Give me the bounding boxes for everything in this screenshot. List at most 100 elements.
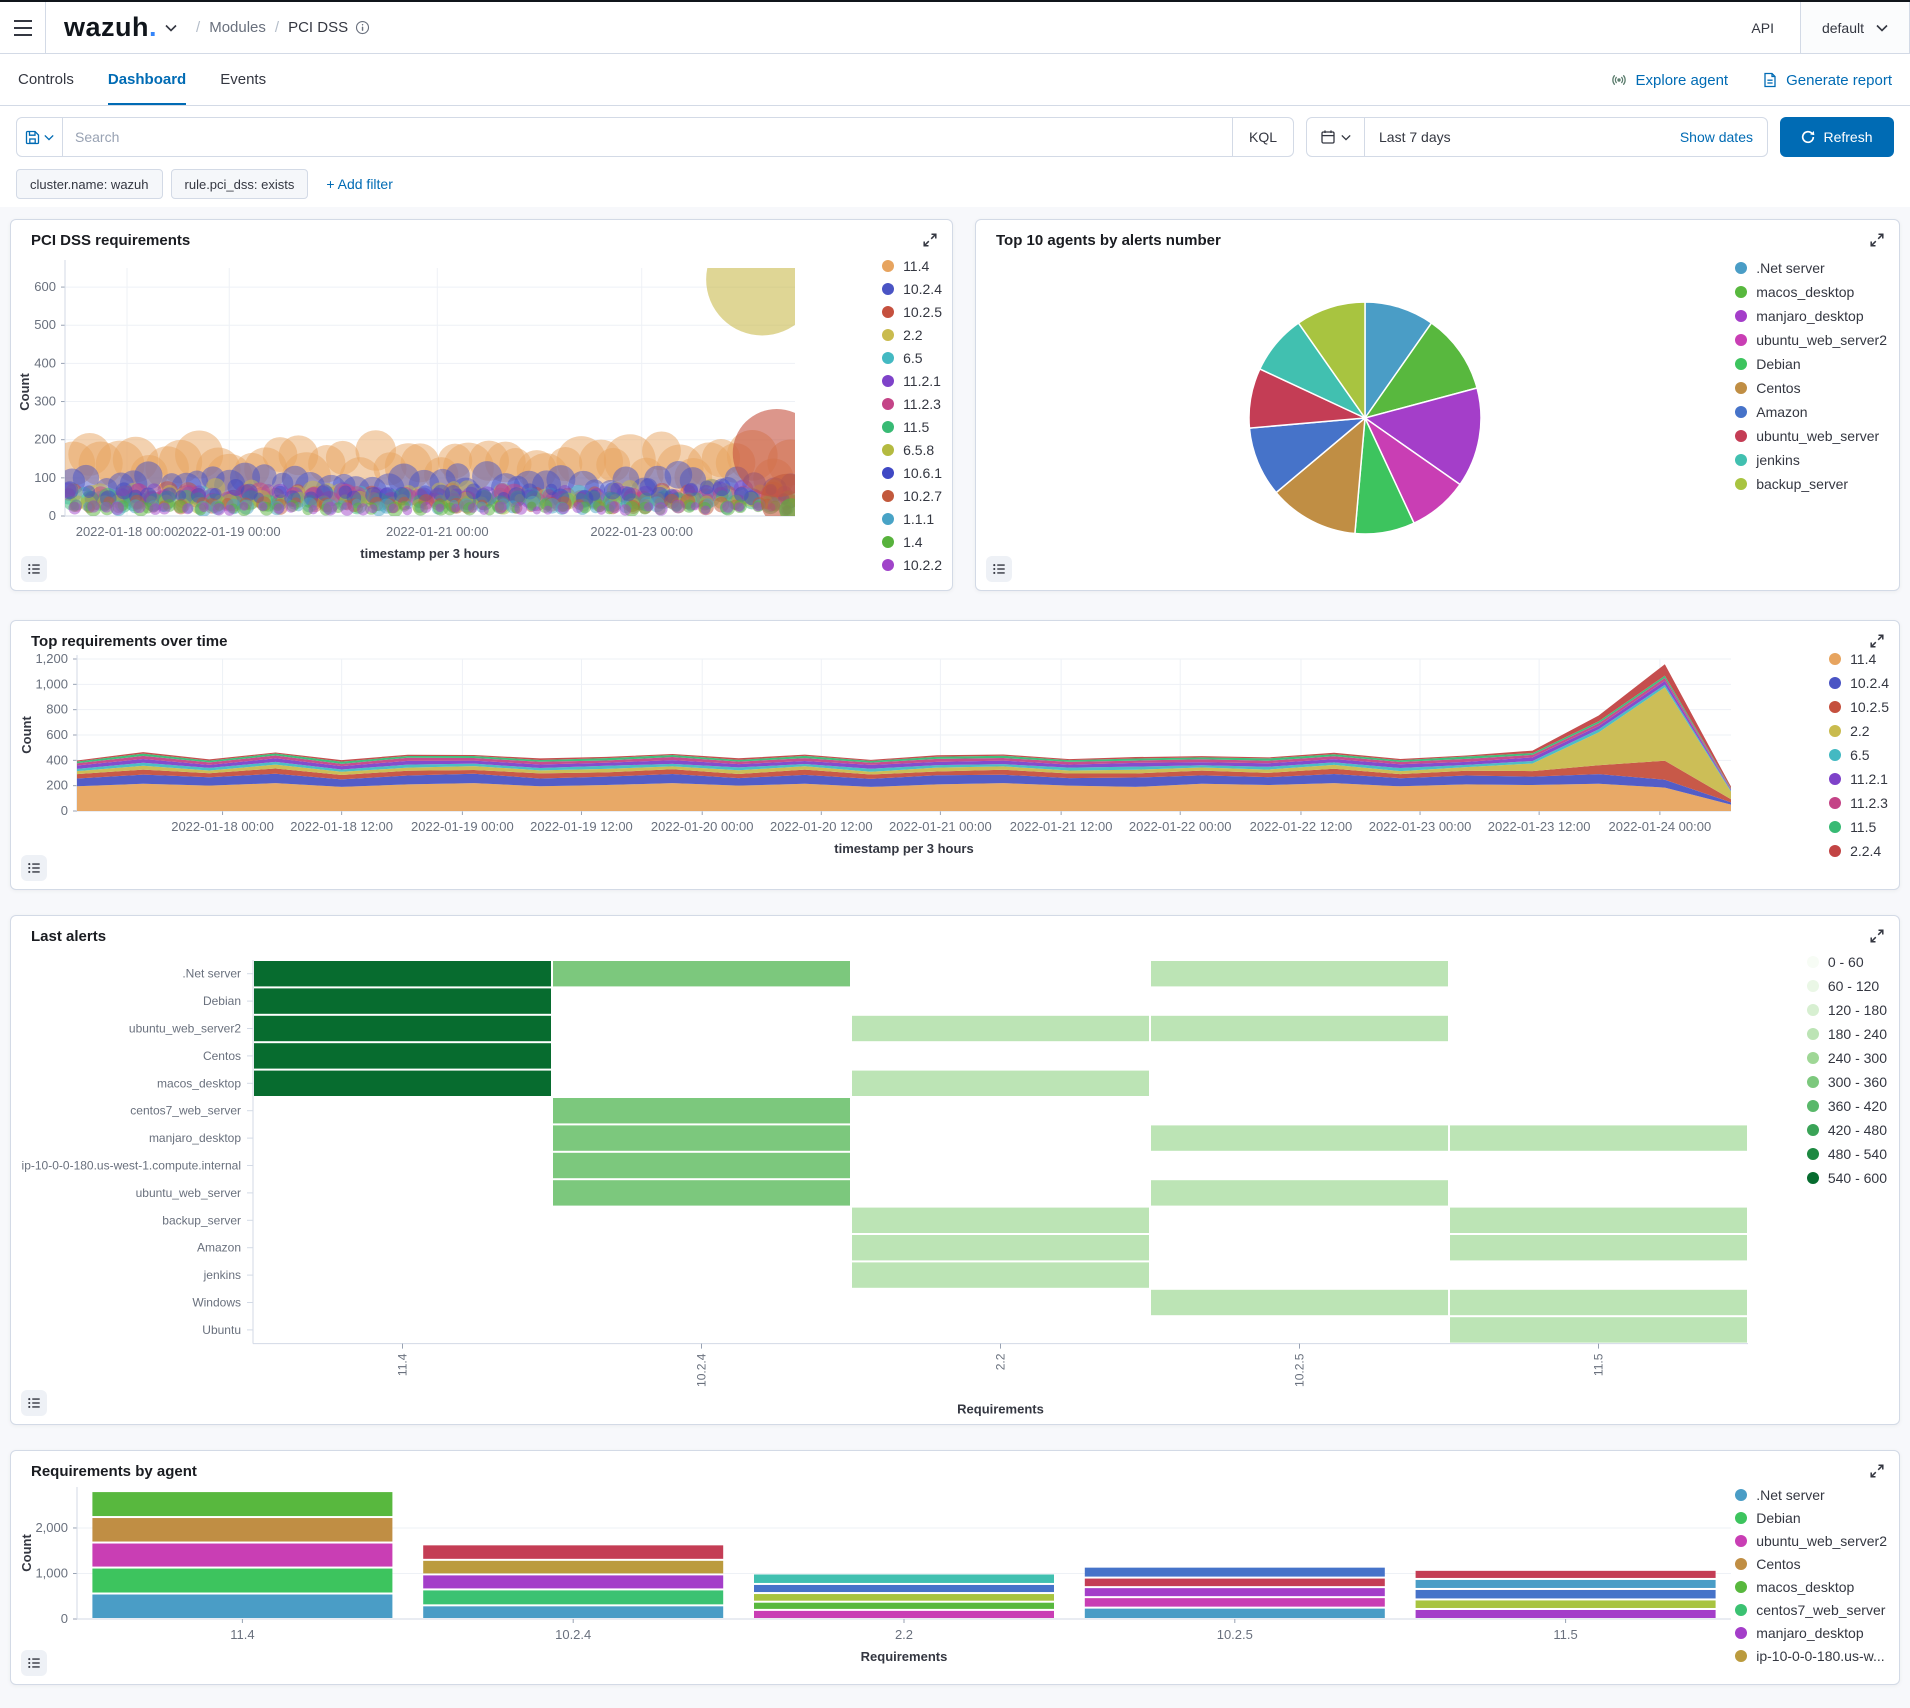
bar-segment[interactable] — [92, 1568, 393, 1593]
tab-events[interactable]: Events — [220, 70, 267, 88]
bar-segment[interactable] — [423, 1590, 724, 1605]
bubble[interactable] — [507, 487, 526, 505]
bar-segment[interactable] — [1415, 1609, 1716, 1618]
bar-segment[interactable] — [423, 1560, 724, 1574]
heat-cell[interactable] — [1151, 1180, 1448, 1206]
refresh-button[interactable]: Refresh — [1780, 117, 1894, 157]
bubble[interactable] — [61, 481, 79, 500]
bubble[interactable] — [444, 485, 462, 503]
saved-query-button[interactable] — [17, 118, 63, 156]
legend-item[interactable]: 10.2.7 — [882, 484, 942, 507]
heat-cell[interactable] — [852, 1070, 1149, 1096]
bubble[interactable] — [684, 482, 699, 497]
expand-panel-icon[interactable] — [1869, 1463, 1887, 1481]
time-range-value[interactable]: Last 7 days — [1379, 129, 1451, 145]
heat-cell[interactable] — [553, 961, 850, 987]
bubble[interactable] — [475, 488, 492, 504]
bar-segment[interactable] — [1084, 1598, 1385, 1607]
legend-item[interactable]: 480 - 540 — [1806, 1142, 1887, 1166]
panel-options-button[interactable] — [21, 1390, 47, 1416]
heat-cell[interactable] — [1450, 1289, 1747, 1316]
bubble[interactable] — [149, 503, 162, 515]
bubble[interactable] — [420, 501, 432, 513]
filter-pill-cluster[interactable]: cluster.name: wazuh — [16, 169, 163, 199]
legend-item[interactable]: centos7_web_server — [1735, 1598, 1887, 1621]
legend-item[interactable]: 10.2.5 — [1829, 695, 1889, 719]
panel-options-button[interactable] — [21, 1650, 47, 1676]
legend-item[interactable]: 11.4 — [1829, 647, 1889, 671]
legend-item[interactable]: 360 - 420 — [1806, 1094, 1887, 1118]
legend-item[interactable]: 2.2 — [882, 323, 942, 346]
bubble[interactable] — [110, 501, 125, 516]
heat-cell[interactable] — [254, 1043, 551, 1069]
area-layer[interactable] — [77, 680, 1731, 791]
heat-cell[interactable] — [1450, 1317, 1747, 1343]
legend-item[interactable]: 10.2.5 — [882, 300, 942, 323]
bar-segment[interactable] — [423, 1575, 724, 1589]
heat-cell[interactable] — [1151, 1289, 1448, 1316]
bubble[interactable] — [753, 502, 763, 512]
legend-item[interactable]: .Net server — [1735, 256, 1887, 280]
bar-segment[interactable] — [1084, 1567, 1385, 1577]
legend-item[interactable]: 60 - 120 — [1806, 974, 1887, 998]
heat-cell[interactable] — [852, 1235, 1149, 1261]
bubble[interactable] — [285, 502, 297, 513]
app-switcher-chevron[interactable] — [165, 24, 177, 32]
bubble[interactable] — [368, 504, 378, 514]
explore-agent-button[interactable]: Explore agent — [1610, 71, 1728, 89]
legend-item[interactable]: 1.1.1 — [882, 507, 942, 530]
legend-item[interactable]: jenkins — [1735, 448, 1887, 472]
bar-segment[interactable] — [1084, 1608, 1385, 1618]
api-selector[interactable]: default — [1800, 2, 1910, 53]
breadcrumb-modules[interactable]: Modules — [209, 19, 266, 36]
bubble[interactable] — [323, 501, 338, 516]
panel-options-button[interactable] — [21, 855, 47, 881]
expand-panel-icon[interactable] — [1869, 928, 1887, 946]
bubble[interactable] — [356, 503, 370, 516]
module-info-icon[interactable] — [355, 20, 370, 35]
heat-cell[interactable] — [254, 1015, 551, 1042]
bubble[interactable] — [557, 502, 570, 515]
bar-segment[interactable] — [1084, 1578, 1385, 1587]
bubble-outlier[interactable] — [706, 254, 805, 336]
legend-item[interactable]: 6.5 — [1829, 743, 1889, 767]
bubble[interactable] — [671, 499, 685, 514]
area-chart[interactable]: 2022-01-18 00:00 2022-01-18 12:00 2022-01-… — [17, 649, 1747, 887]
kql-button[interactable]: KQL — [1231, 118, 1293, 156]
heat-cell[interactable] — [1151, 961, 1448, 987]
bubble[interactable] — [521, 483, 538, 500]
bubble[interactable] — [161, 487, 178, 503]
bubble[interactable] — [240, 483, 258, 501]
bar-segment[interactable] — [92, 1518, 393, 1542]
bubble[interactable] — [494, 501, 507, 514]
legend-item[interactable]: macos_desktop — [1735, 1575, 1887, 1598]
legend-item[interactable]: 10.2.2 — [882, 553, 942, 576]
bubble[interactable] — [699, 480, 714, 495]
bubble[interactable] — [596, 505, 607, 515]
legend-item[interactable]: backup_server — [1735, 472, 1887, 496]
legend-item[interactable]: Debian — [1735, 1506, 1887, 1529]
bubble[interactable] — [619, 504, 631, 516]
show-dates-link[interactable]: Show dates — [1679, 129, 1753, 145]
legend-item[interactable]: 10.2.4 — [882, 277, 942, 300]
legend-item[interactable]: macos_desktop — [1735, 280, 1887, 304]
heat-cell[interactable] — [553, 1180, 850, 1206]
bubble-chart[interactable]: 2022-01-18 00:00 2022-01-19 00:00 2022-01-… — [15, 254, 805, 584]
legend-item[interactable]: manjaro_desktop — [1735, 304, 1887, 328]
bubble[interactable] — [340, 502, 354, 516]
wazuh-logo[interactable]: wazuh. — [64, 12, 157, 43]
bubble[interactable] — [100, 501, 112, 513]
legend-item[interactable]: 11.2.3 — [882, 392, 942, 415]
legend-item[interactable]: 6.5.8 — [882, 438, 942, 461]
bubble[interactable] — [134, 461, 163, 490]
bubble[interactable] — [608, 501, 621, 514]
bubble[interactable] — [209, 487, 222, 501]
bar-segment[interactable] — [1415, 1589, 1716, 1599]
legend-item[interactable]: 540 - 600 — [1806, 1166, 1887, 1190]
legend-item[interactable]: 11.5 — [882, 415, 942, 438]
legend-item[interactable]: Centos — [1735, 376, 1887, 400]
legend-item[interactable]: 300 - 360 — [1806, 1070, 1887, 1094]
pie-slice[interactable] — [1275, 416, 1366, 535]
expand-panel-icon[interactable] — [1869, 232, 1887, 250]
menu-button[interactable] — [0, 2, 46, 53]
